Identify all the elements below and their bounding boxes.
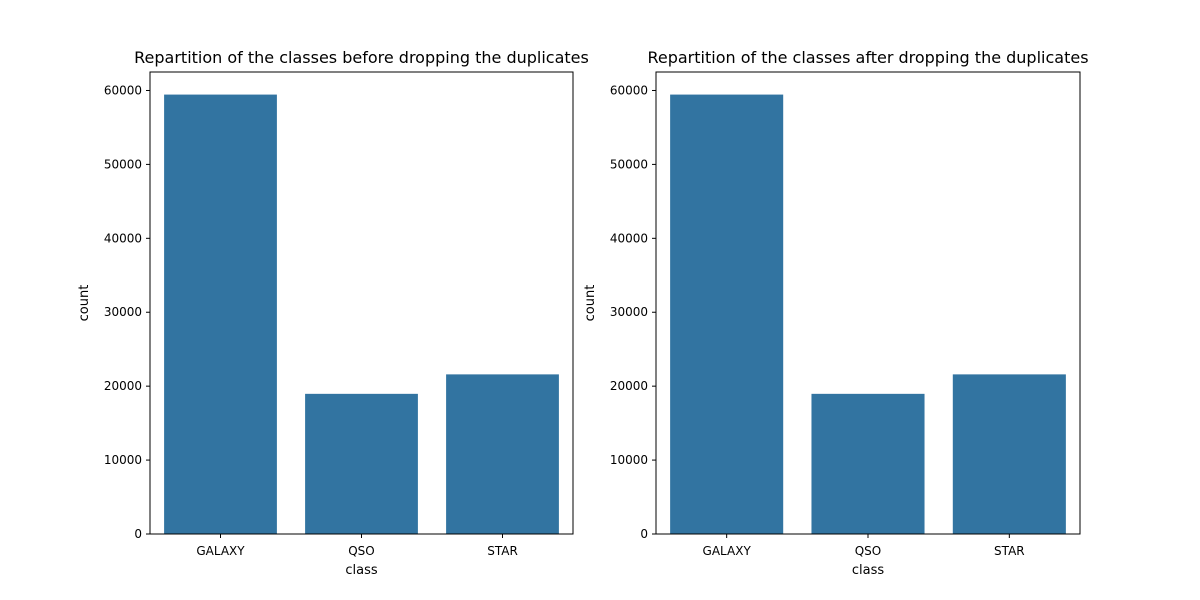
- y-tick-label: 60000: [610, 83, 648, 97]
- y-tick-label: 0: [134, 527, 142, 541]
- plot-frame: [149, 71, 574, 535]
- y-axis-label: count: [583, 285, 598, 322]
- chart-before: Repartition of the classes before droppi…: [77, 48, 589, 578]
- bars: [164, 94, 559, 535]
- bars: [670, 94, 1066, 535]
- x-axis-label: class: [345, 563, 377, 578]
- y-tick-label: 40000: [610, 231, 648, 245]
- x-tick-label: STAR: [487, 544, 518, 558]
- chart-title: Repartition of the classes after droppin…: [647, 48, 1088, 67]
- y-tick-label: 30000: [610, 305, 648, 319]
- x-ticks: GALAXY QSO STAR: [703, 534, 1025, 558]
- chart-title: Repartition of the classes before droppi…: [134, 48, 589, 67]
- bar-star: [952, 374, 1066, 534]
- y-tick-label: 20000: [610, 379, 648, 393]
- y-tick-label: 30000: [104, 305, 142, 319]
- y-tick-label: 20000: [104, 379, 142, 393]
- y-ticks: 0 10000 20000 30000 40000 50000 60000: [104, 83, 150, 541]
- x-tick-label: GALAXY: [703, 544, 752, 558]
- bar-star: [446, 374, 559, 534]
- y-tick-label: 10000: [104, 453, 142, 467]
- plot-frame: [655, 71, 1081, 535]
- y-tick-label: 40000: [104, 231, 142, 245]
- x-ticks: GALAXY QSO STAR: [196, 534, 518, 558]
- x-tick-label: GALAXY: [196, 544, 245, 558]
- bar-galaxy: [164, 94, 277, 535]
- y-tick-label: 10000: [610, 453, 648, 467]
- y-tick-label: 50000: [104, 157, 142, 171]
- chart-after: Repartition of the classes after droppin…: [583, 48, 1089, 578]
- y-axis-label: count: [77, 285, 92, 322]
- x-tick-label: STAR: [994, 544, 1025, 558]
- bar-galaxy: [670, 94, 784, 535]
- y-ticks: 0 10000 20000 30000 40000 50000 60000: [610, 83, 656, 541]
- y-tick-label: 0: [640, 527, 648, 541]
- x-tick-label: QSO: [855, 544, 882, 558]
- bar-qso: [811, 393, 925, 534]
- y-tick-label: 50000: [610, 157, 648, 171]
- bar-qso: [305, 393, 418, 534]
- y-tick-label: 60000: [104, 83, 142, 97]
- x-axis-label: class: [852, 563, 884, 578]
- x-tick-label: QSO: [348, 544, 375, 558]
